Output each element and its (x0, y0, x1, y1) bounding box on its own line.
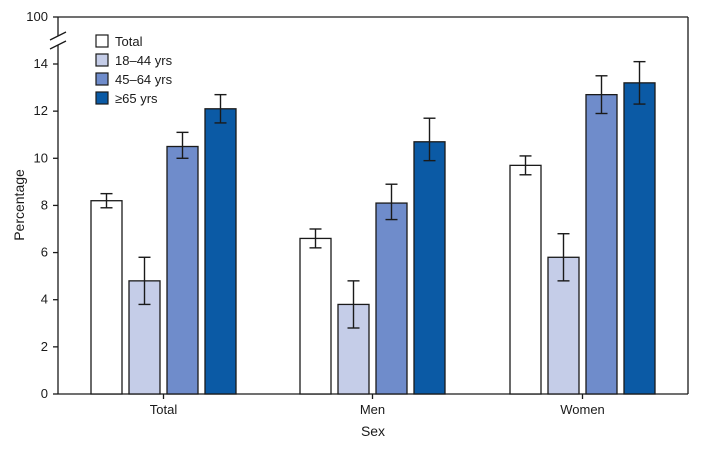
bar (166, 145, 199, 395)
legend-swatch (95, 53, 109, 67)
x-tick-label: Men (360, 402, 385, 417)
x-tick-label: Women (560, 402, 605, 417)
axis-break-mark (49, 31, 67, 41)
x-tick-label: Total (150, 402, 178, 417)
y-tick-label: 6 (41, 245, 48, 260)
y-tick-label: 4 (41, 292, 48, 307)
y-axis-title: Percentage (11, 169, 27, 241)
axis-break-mark (49, 40, 67, 50)
y-tick-label: 8 (41, 197, 48, 212)
legend-swatch (95, 91, 109, 105)
legend-label: 45–64 yrs (115, 72, 173, 87)
y-tick-label: 14 (34, 56, 48, 71)
y-tick-label: 2 (41, 339, 48, 354)
bar (90, 200, 123, 395)
bar (509, 164, 542, 395)
y-tick-label: 10 (34, 150, 48, 165)
bar (623, 82, 656, 395)
legend-label: Total (115, 34, 143, 49)
legend-swatch (95, 34, 109, 48)
bar (413, 141, 446, 395)
y-tick-label: 12 (34, 103, 48, 118)
legend-swatch (95, 72, 109, 86)
bar (375, 202, 408, 395)
legend: Total 18–44 yrs 45–64 yrs ≥65 yrs (95, 34, 173, 106)
bar (299, 237, 332, 395)
y-tick-label: 0 (41, 386, 48, 401)
x-axis-title: Sex (361, 423, 385, 439)
plot-area: 100 0 2 4 6 8 10 12 14 Total Men Women (26, 9, 689, 417)
y-tick-label: 100 (26, 9, 48, 24)
legend-label: ≥65 yrs (115, 91, 158, 106)
legend-label: 18–44 yrs (115, 53, 173, 68)
bar (204, 108, 237, 395)
bar (585, 93, 618, 395)
